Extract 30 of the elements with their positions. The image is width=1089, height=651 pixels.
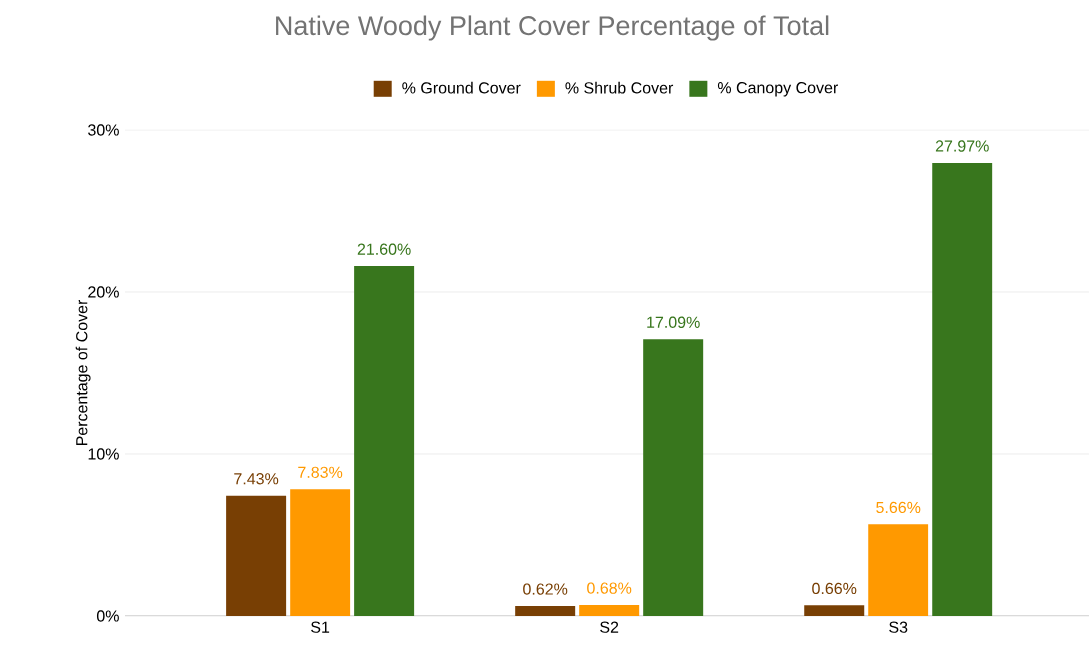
legend-label: % Canopy Cover <box>717 82 839 97</box>
data-label: 0.68% <box>587 582 632 594</box>
chart-title: Native Woody Plant Cover Percentage of Total <box>276 15 829 41</box>
bar <box>932 162 993 616</box>
y-tick-label: 30% <box>88 124 119 136</box>
bar <box>579 604 640 616</box>
data-label: 7.83% <box>298 466 343 478</box>
x-tick-label: S2 <box>600 621 619 633</box>
bar <box>643 339 704 616</box>
legend-label: % Shrub Cover <box>565 81 674 94</box>
data-label: 7.43% <box>234 473 279 485</box>
data-label: 27.97% <box>935 140 989 152</box>
bar <box>354 266 415 616</box>
data-label: 0.62% <box>523 583 568 595</box>
data-label: 17.09% <box>647 316 700 328</box>
bar <box>290 489 351 616</box>
y-axis-title: Percentage of Cover <box>75 299 91 446</box>
y-tick-label: 0% <box>96 610 119 622</box>
legend-label: % Ground Cover <box>402 81 521 94</box>
y-tick-label: 10% <box>88 448 119 460</box>
data-label: 0.66% <box>812 582 857 595</box>
bar <box>226 495 287 616</box>
data-label: 5.66% <box>876 501 921 514</box>
bar <box>868 524 929 616</box>
bar <box>515 605 576 616</box>
x-tick-label: S3 <box>889 621 908 633</box>
y-tick-label: 20% <box>88 286 119 298</box>
data-label: 21.60% <box>357 243 411 255</box>
bar <box>804 605 865 616</box>
x-tick-label: S1 <box>311 621 330 633</box>
